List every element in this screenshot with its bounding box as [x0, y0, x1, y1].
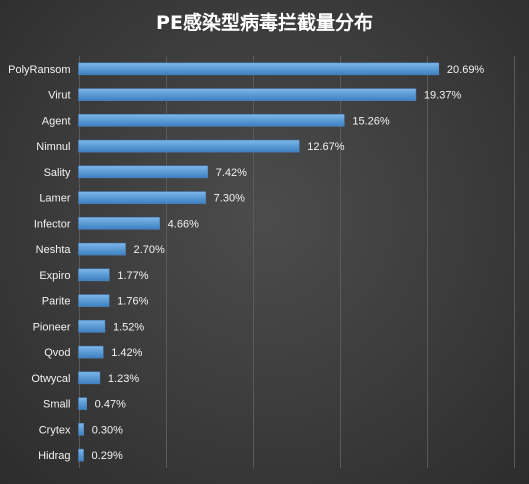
category-label-nimnul: Nimnul [36, 141, 70, 153]
value-label-virut: 19.37% [424, 90, 462, 102]
category-label-small: Small [43, 399, 71, 411]
bar-parite [78, 294, 110, 307]
bar-nimnul [78, 139, 300, 153]
bar-crytex [78, 423, 84, 436]
value-labels: 20.69% 19.37% 15.26% 12.67% 7.42% 7.30% 4.66% 2… [92, 64, 485, 462]
bar-qvod [78, 345, 104, 359]
value-label-sality: 7.42% [216, 167, 247, 179]
bar-expiro [78, 268, 110, 282]
category-label-agent: Agent [42, 115, 71, 127]
category-label-polyransom: PolyRansom [8, 64, 70, 76]
value-label-agent: 15.26% [352, 115, 390, 127]
bar-agent [78, 114, 345, 127]
bar-pioneer [78, 320, 106, 333]
value-label-qvod: 1.42% [111, 347, 142, 359]
value-label-lamer: 7.30% [214, 193, 245, 205]
category-label-qvod: Qvod [44, 347, 70, 359]
bar-virut [78, 88, 417, 101]
value-label-expiro: 1.77% [117, 270, 148, 282]
category-label-crytex: Crytex [39, 424, 71, 436]
bar-otwycal [78, 371, 101, 385]
chart-title: PE感染型病毒拦截量分布 [156, 11, 373, 34]
bar-infector [78, 217, 160, 230]
value-label-neshta: 2.70% [134, 244, 165, 256]
value-label-hidrag: 0.29% [92, 450, 123, 462]
category-label-neshta: Neshta [36, 244, 72, 256]
value-label-parite: 1.76% [117, 296, 148, 308]
value-label-infector: 4.66% [168, 218, 199, 230]
bar-lamer [78, 191, 206, 204]
value-label-nimnul: 12.67% [307, 141, 345, 153]
value-label-otwycal: 1.23% [108, 373, 139, 385]
category-label-parite: Parite [42, 296, 71, 308]
bars-layer [78, 62, 440, 462]
value-label-polyransom: 20.69% [447, 64, 485, 76]
category-label-hidrag: Hidrag [38, 450, 70, 462]
bar-hidrag [78, 448, 84, 462]
category-label-pioneer: Pioneer [33, 321, 71, 333]
category-label-infector: Infector [34, 218, 71, 230]
category-label-virut: Virut [48, 90, 70, 102]
bar-sality [78, 165, 209, 179]
category-labels: PolyRansom Virut Agent Nimnul Sality Lamer Inf… [8, 64, 71, 462]
bar-neshta [78, 242, 126, 256]
bar-polyransom [78, 62, 440, 76]
category-label-expiro: Expiro [39, 270, 70, 282]
category-label-sality: Sality [44, 167, 71, 179]
value-label-pioneer: 1.52% [113, 321, 144, 333]
value-label-crytex: 0.30% [92, 424, 123, 436]
bar-small [78, 397, 87, 410]
value-label-small: 0.47% [95, 399, 126, 411]
category-label-lamer: Lamer [39, 193, 71, 205]
category-label-otwycal: Otwycal [31, 373, 70, 385]
